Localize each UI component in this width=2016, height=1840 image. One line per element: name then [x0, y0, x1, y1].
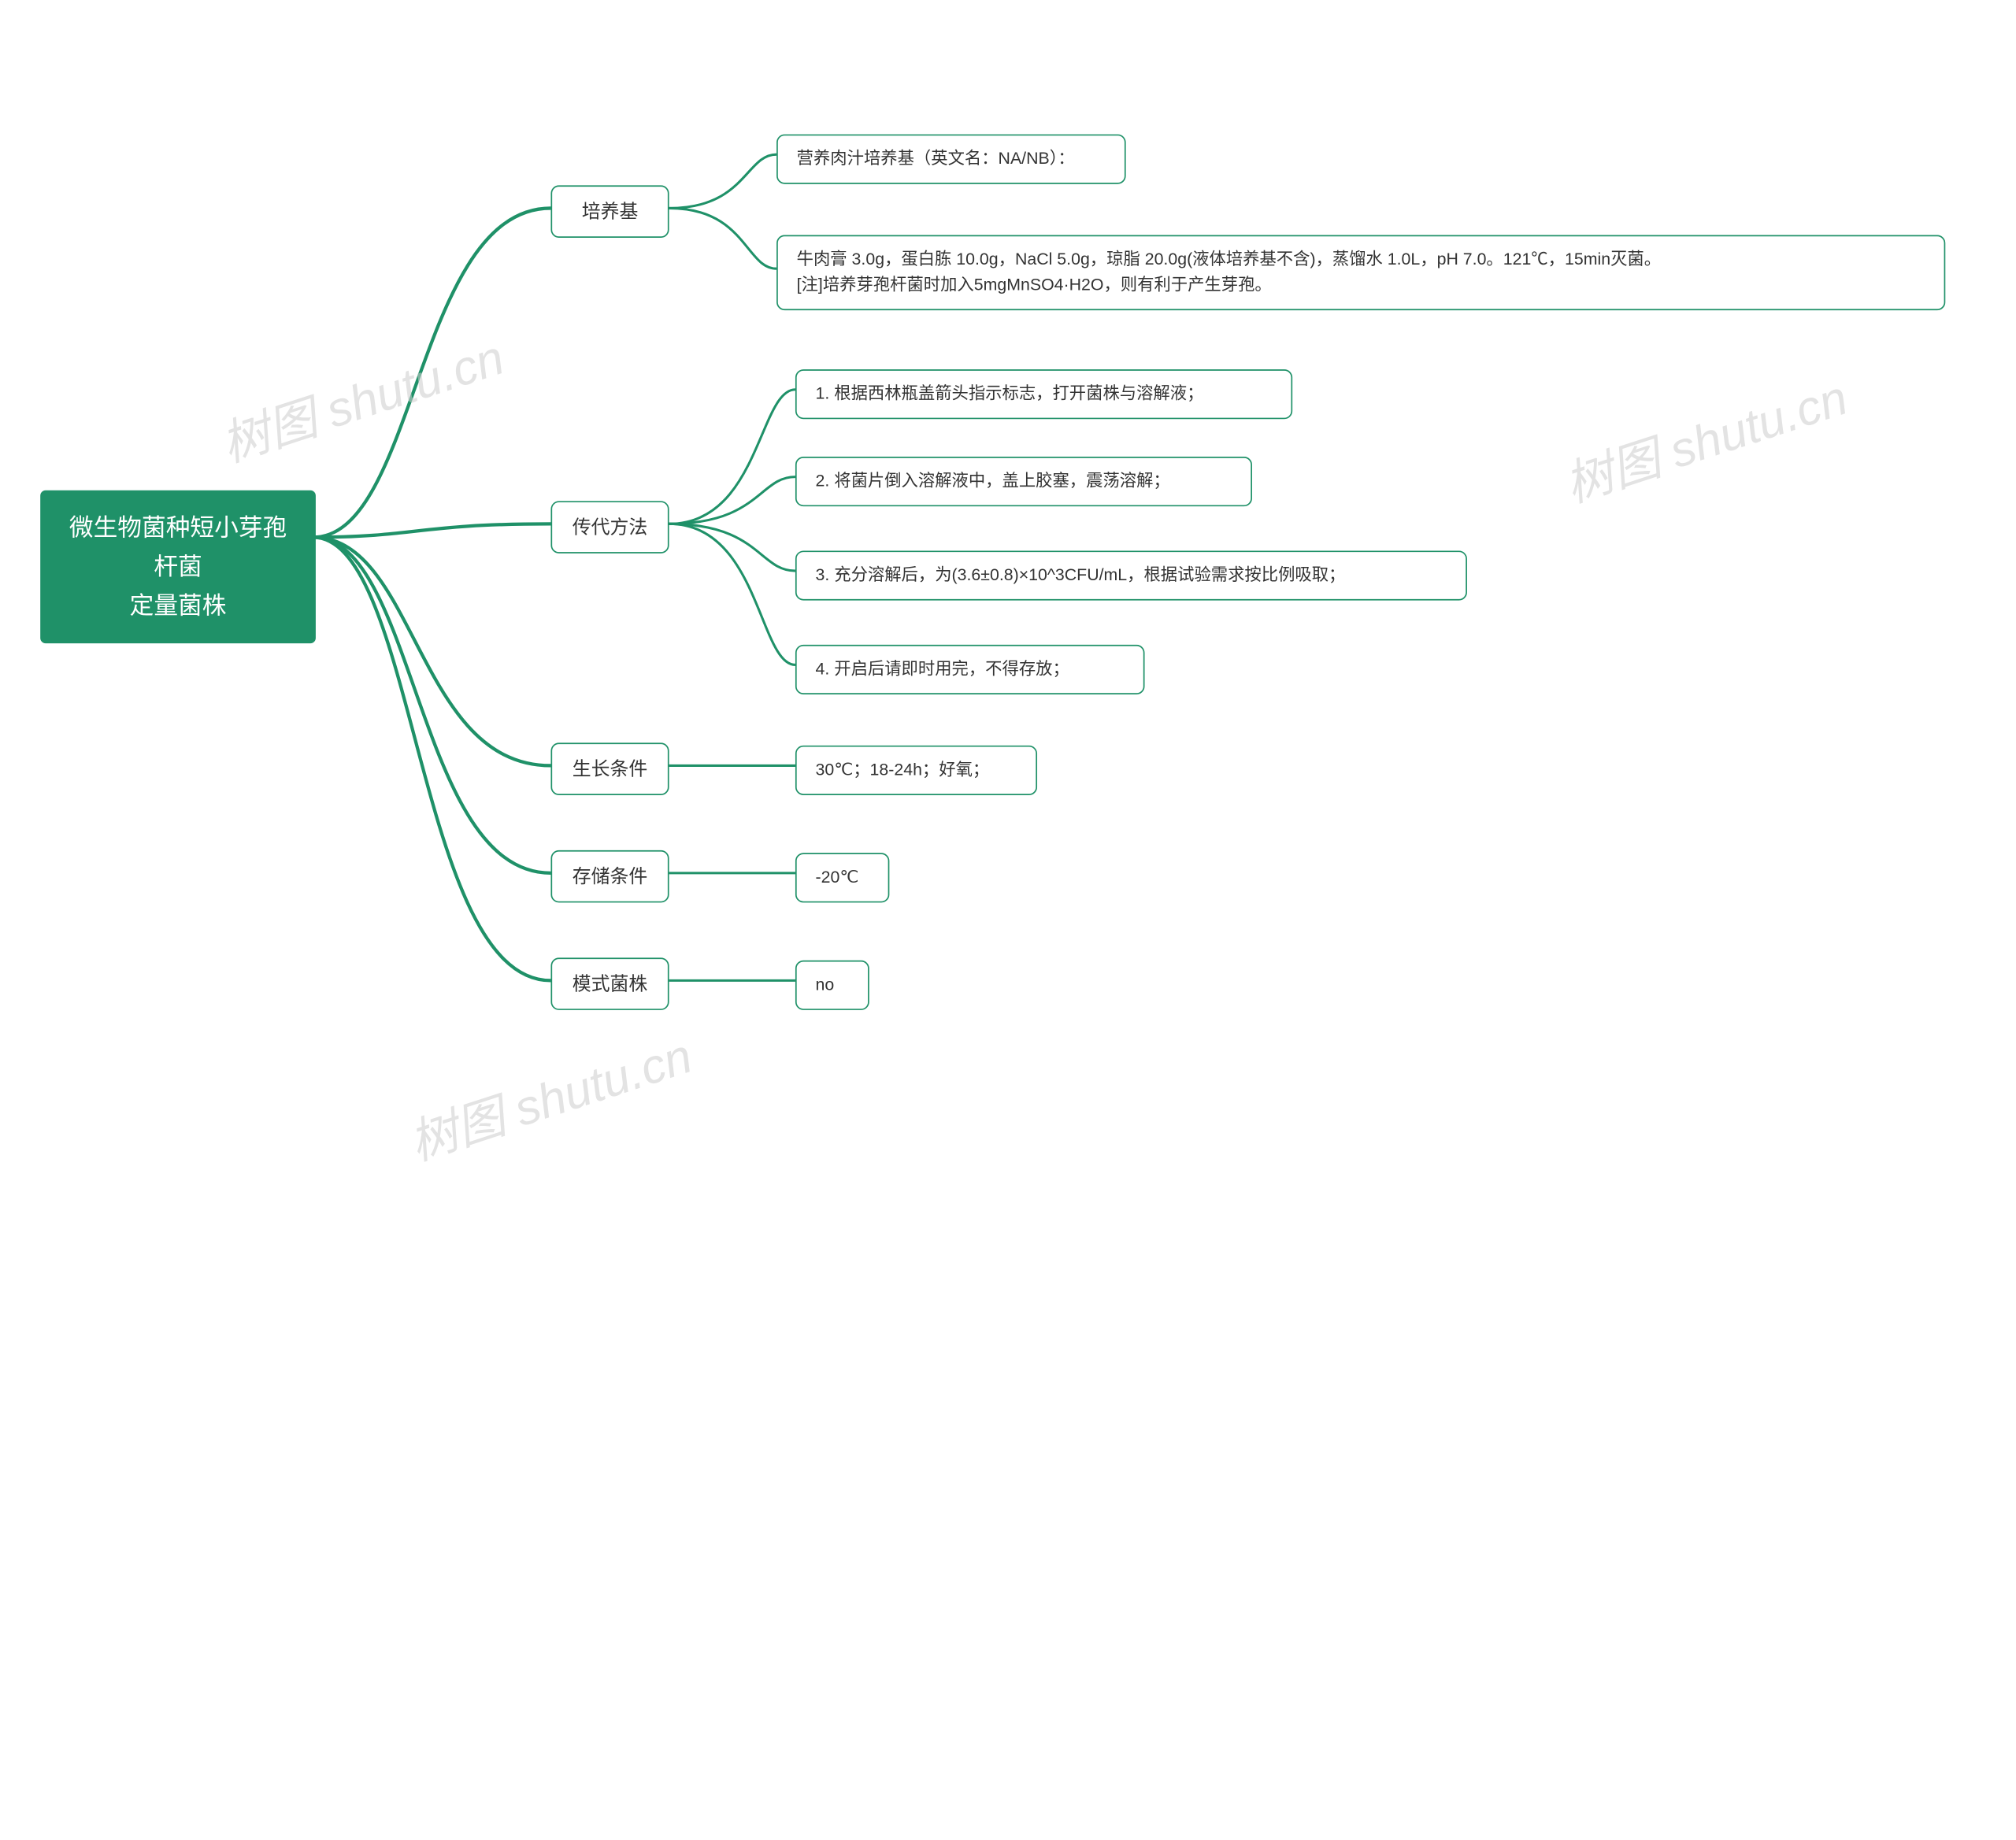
leaf-text: no	[816, 972, 835, 998]
root-node[interactable]: 微生物菌种短小芽孢杆菌 定量菌株	[40, 491, 316, 644]
leaf-text: 1. 根据西林瓶盖箭头指示标志，打开菌株与溶解液；	[816, 382, 1204, 407]
leaf-b3-0[interactable]: -20℃	[795, 853, 889, 902]
leaf-b4-0[interactable]: no	[795, 961, 869, 1010]
leaf-b0-1[interactable]: 牛肉膏 3.0g，蛋白胨 10.0g，NaCl 5.0g，琼脂 20.0g(液体…	[776, 235, 1945, 310]
branch-type-strain[interactable]: 模式菌株	[550, 957, 669, 1010]
branch-storage-conditions[interactable]: 存储条件	[550, 850, 669, 903]
leaf-text: 4. 开启后请即时用完，不得存放；	[816, 657, 1069, 682]
branch-label: 培养基	[582, 198, 639, 226]
leaf-text: 30℃；18-24h；好氧；	[816, 757, 990, 783]
branch-label: 模式菌株	[573, 970, 648, 998]
leaf-text: -20℃	[816, 865, 859, 890]
leaf-b2-0[interactable]: 30℃；18-24h；好氧；	[795, 746, 1037, 795]
leaf-text: 3. 充分溶解后，为(3.6±0.8)×10^3CFU/mL，根据试验需求按比例…	[816, 563, 1346, 588]
branch-label: 传代方法	[573, 513, 648, 542]
watermark: 树图 shutu.cn	[211, 319, 511, 476]
watermark: 树图 shutu.cn	[399, 1017, 699, 1174]
branch-subculture-method[interactable]: 传代方法	[550, 501, 669, 553]
leaf-b1-2[interactable]: 3. 充分溶解后，为(3.6±0.8)×10^3CFU/mL，根据试验需求按比例…	[795, 550, 1467, 600]
leaf-text: 2. 将菌片倒入溶解液中，盖上胶塞，震荡溶解；	[816, 468, 1170, 494]
leaf-b0-0[interactable]: 营养肉汁培养基（英文名：NA/NB）：	[776, 135, 1126, 184]
branch-culture-medium[interactable]: 培养基	[550, 185, 669, 238]
leaf-b1-0[interactable]: 1. 根据西林瓶盖箭头指示标志，打开菌株与溶解液；	[795, 369, 1292, 419]
leaf-b1-3[interactable]: 4. 开启后请即时用完，不得存放；	[795, 645, 1145, 694]
branch-label: 存储条件	[573, 862, 648, 890]
root-text-line1: 微生物菌种短小芽孢杆菌	[65, 509, 291, 587]
leaf-text: 营养肉汁培养基（英文名：NA/NB）：	[797, 146, 1075, 172]
watermark: 树图 shutu.cn	[1555, 359, 1855, 516]
leaf-text: 牛肉膏 3.0g，蛋白胨 10.0g，NaCl 5.0g，琼脂 20.0g(液体…	[797, 247, 1661, 298]
branch-growth-conditions[interactable]: 生长条件	[550, 742, 669, 795]
leaf-b1-1[interactable]: 2. 将菌片倒入溶解液中，盖上胶塞，震荡溶解；	[795, 457, 1252, 506]
branch-label: 生长条件	[573, 755, 648, 783]
root-text-line2: 定量菌株	[65, 587, 291, 625]
